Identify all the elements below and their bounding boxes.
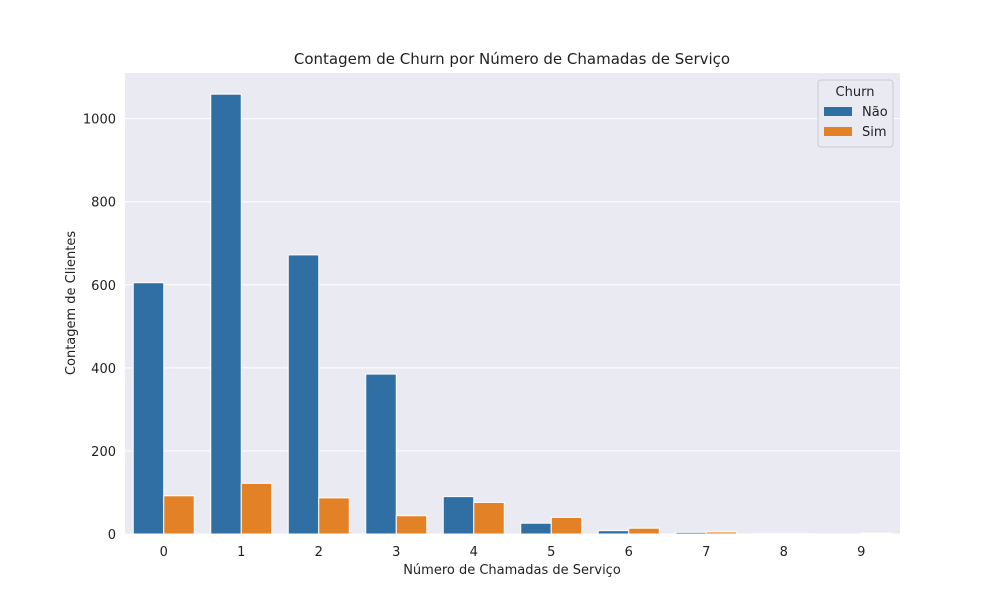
bar-sim-1: [240, 482, 273, 535]
legend-label-nao: Não: [862, 105, 888, 120]
bar-nao-2: [287, 254, 320, 535]
bar-nao-1: [210, 93, 242, 535]
bar-sim-5: [550, 516, 583, 535]
legend: Churn Não Sim: [817, 79, 894, 148]
bars: [132, 93, 893, 535]
x-axis-label: Número de Chamadas de Serviço: [403, 563, 621, 578]
bar-sim-4: [473, 501, 505, 535]
bar-sim-6: [628, 527, 660, 535]
bar-sim-0: [163, 495, 195, 535]
x-tick-label: 7: [702, 545, 710, 560]
y-axis-label: Contagem de Clientes: [64, 231, 79, 375]
x-tick-label: 1: [237, 545, 245, 560]
bar-sim-9: [860, 532, 893, 535]
x-tick-label: 2: [315, 545, 323, 560]
y-tick-label: 800: [91, 196, 116, 211]
bar-nao-6: [597, 530, 630, 535]
x-tick-label: 5: [547, 545, 555, 560]
chart-title: Contagem de Churn por Número de Chamadas…: [294, 50, 730, 68]
x-tick-label: 9: [857, 545, 865, 560]
bar-nao-5: [520, 522, 552, 535]
bar-nao-3: [365, 373, 397, 535]
legend-title: Churn: [836, 85, 875, 100]
bar-nao-4: [442, 496, 475, 535]
y-tick-label: 400: [91, 362, 116, 377]
bar-sim-3: [395, 515, 428, 535]
plot-background: [125, 73, 900, 534]
x-tick-label: 3: [392, 545, 400, 560]
x-tick-label: 0: [160, 545, 168, 560]
y-tick-labels: 0 200 400 600 800 1000: [83, 113, 116, 543]
legend-swatch-nao: [824, 107, 852, 116]
x-tick-label: 8: [780, 545, 788, 560]
y-tick-label: 0: [108, 528, 116, 543]
legend-label-sim: Sim: [862, 125, 887, 140]
x-tick-label: 4: [470, 545, 478, 560]
bar-nao-0: [132, 282, 165, 535]
bar-nao-7: [675, 531, 707, 535]
bar-sim-7: [705, 531, 738, 535]
x-tick-labels: 0 1 2 3 4 5 6 7 8 9: [160, 545, 866, 560]
y-tick-label: 200: [91, 445, 116, 460]
legend-swatch-sim: [824, 127, 852, 136]
bar-sim-2: [318, 497, 350, 535]
y-tick-label: 600: [91, 279, 116, 294]
y-tick-label: 1000: [83, 113, 116, 128]
x-tick-label: 6: [625, 545, 633, 560]
